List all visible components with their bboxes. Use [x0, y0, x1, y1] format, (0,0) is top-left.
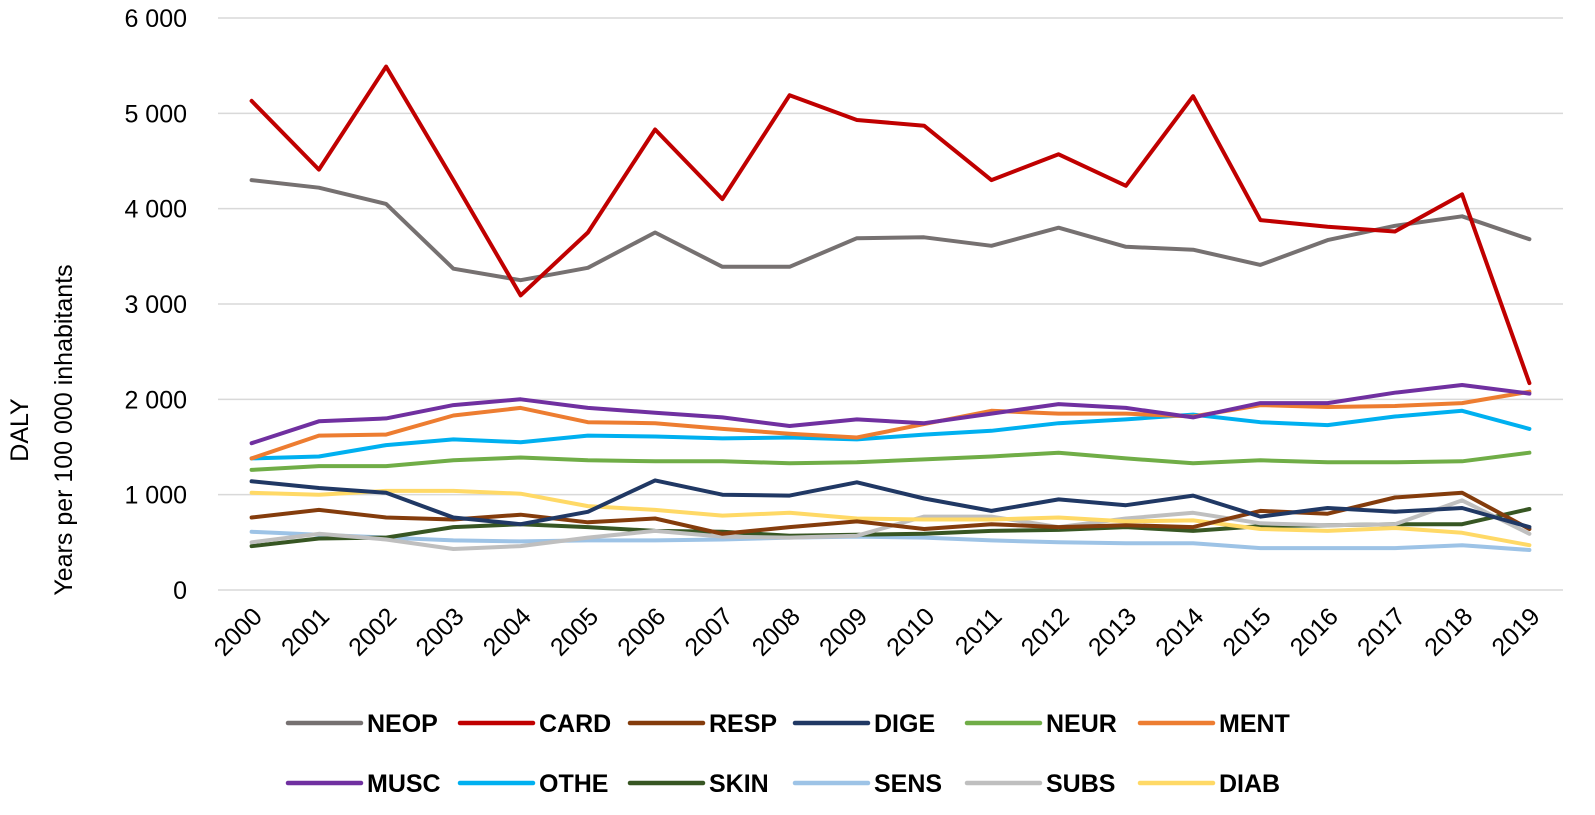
legend-label: CARD	[539, 710, 611, 738]
x-tick-label: 2006	[612, 602, 671, 661]
y-tick-label: 2 000	[124, 386, 187, 414]
legend-label: MENT	[1219, 710, 1290, 738]
x-tick-label: 2001	[276, 602, 335, 661]
x-tick-label: 2003	[410, 602, 469, 661]
series-lines	[249, 64, 1532, 552]
x-tick-label: 2005	[545, 602, 604, 661]
x-tick-label: 2007	[679, 602, 738, 661]
legend-label: SUBS	[1046, 770, 1115, 798]
series-line-sens	[249, 529, 1532, 552]
x-tick-label: 2018	[1419, 602, 1478, 661]
x-tick-label: 2004	[478, 602, 537, 661]
legend-item-neur: NEUR	[964, 710, 1117, 738]
legend-item-resp: RESP	[627, 710, 777, 738]
legend-label: DIGE	[874, 710, 935, 738]
legend: NEOP CARD RESP DIGE NEUR MENT MUSC OTHE SKIN SENS…	[285, 710, 1290, 798]
series-line-diab	[249, 488, 1532, 548]
legend-label: MUSC	[367, 770, 441, 798]
y-tick-label: 3 000	[124, 291, 187, 319]
x-tick-label: 2011	[950, 602, 1008, 660]
x-tick-label: 2008	[747, 602, 806, 661]
x-tick-label: 2010	[881, 602, 940, 661]
series-line-neop	[249, 178, 1532, 283]
series-line-dige	[249, 478, 1532, 530]
legend-item-card: CARD	[457, 710, 611, 738]
legend-label: NEUR	[1046, 710, 1117, 738]
gridlines	[218, 17, 1563, 591]
legend-item-ment: MENT	[1137, 710, 1290, 738]
x-tick-label: 2013	[1083, 602, 1142, 661]
legend-item-sens: SENS	[792, 770, 942, 798]
x-tick-label: 2016	[1285, 602, 1344, 661]
series-line-neur	[249, 450, 1532, 472]
series-line-ment	[249, 389, 1532, 461]
legend-label: RESP	[709, 710, 777, 738]
x-tick-label: 2014	[1150, 602, 1209, 661]
legend-item-musc: MUSC	[285, 770, 441, 798]
series-line-musc	[249, 383, 1532, 446]
legend-label: OTHE	[539, 770, 608, 798]
y-tick-label: 6 000	[124, 5, 187, 33]
y-tick-label: 0	[173, 577, 187, 605]
legend-label: NEOP	[367, 710, 438, 738]
legend-item-othe: OTHE	[457, 770, 608, 798]
x-tick-label: 2012	[1016, 602, 1075, 661]
y-axis-ticks: 0 1 000 2 000 3 000 4 000 5 000 6 000	[124, 5, 187, 605]
y-axis-title-daly: DALY	[6, 398, 34, 462]
legend-label: DIAB	[1219, 770, 1280, 798]
x-tick-label: 2000	[209, 602, 268, 661]
legend-item-subs: SUBS	[964, 770, 1115, 798]
x-tick-label: 2017	[1352, 602, 1411, 661]
x-tick-label: 2009	[814, 602, 873, 661]
y-tick-label: 5 000	[124, 100, 187, 128]
legend-item-skin: SKIN	[627, 770, 769, 798]
legend-label: SENS	[874, 770, 942, 798]
x-tick-label: 2002	[343, 602, 402, 661]
y-tick-label: 4 000	[124, 196, 187, 224]
legend-label: SKIN	[709, 770, 769, 798]
y-axis-title-units: Years per 100 000 inhabitants	[50, 264, 78, 595]
x-axis-ticks: 2000 2001 2002 2003 2004 2005 2006 2007 2008 2009…	[209, 602, 1546, 661]
x-tick-label: 2015	[1217, 602, 1276, 661]
x-tick-label: 2019	[1486, 602, 1545, 661]
legend-item-diab: DIAB	[1137, 770, 1280, 798]
series-line-card	[249, 64, 1532, 386]
series-line-othe	[249, 408, 1532, 461]
legend-item-neop: NEOP	[285, 710, 438, 738]
y-tick-label: 1 000	[124, 482, 187, 510]
legend-item-dige: DIGE	[792, 710, 935, 738]
